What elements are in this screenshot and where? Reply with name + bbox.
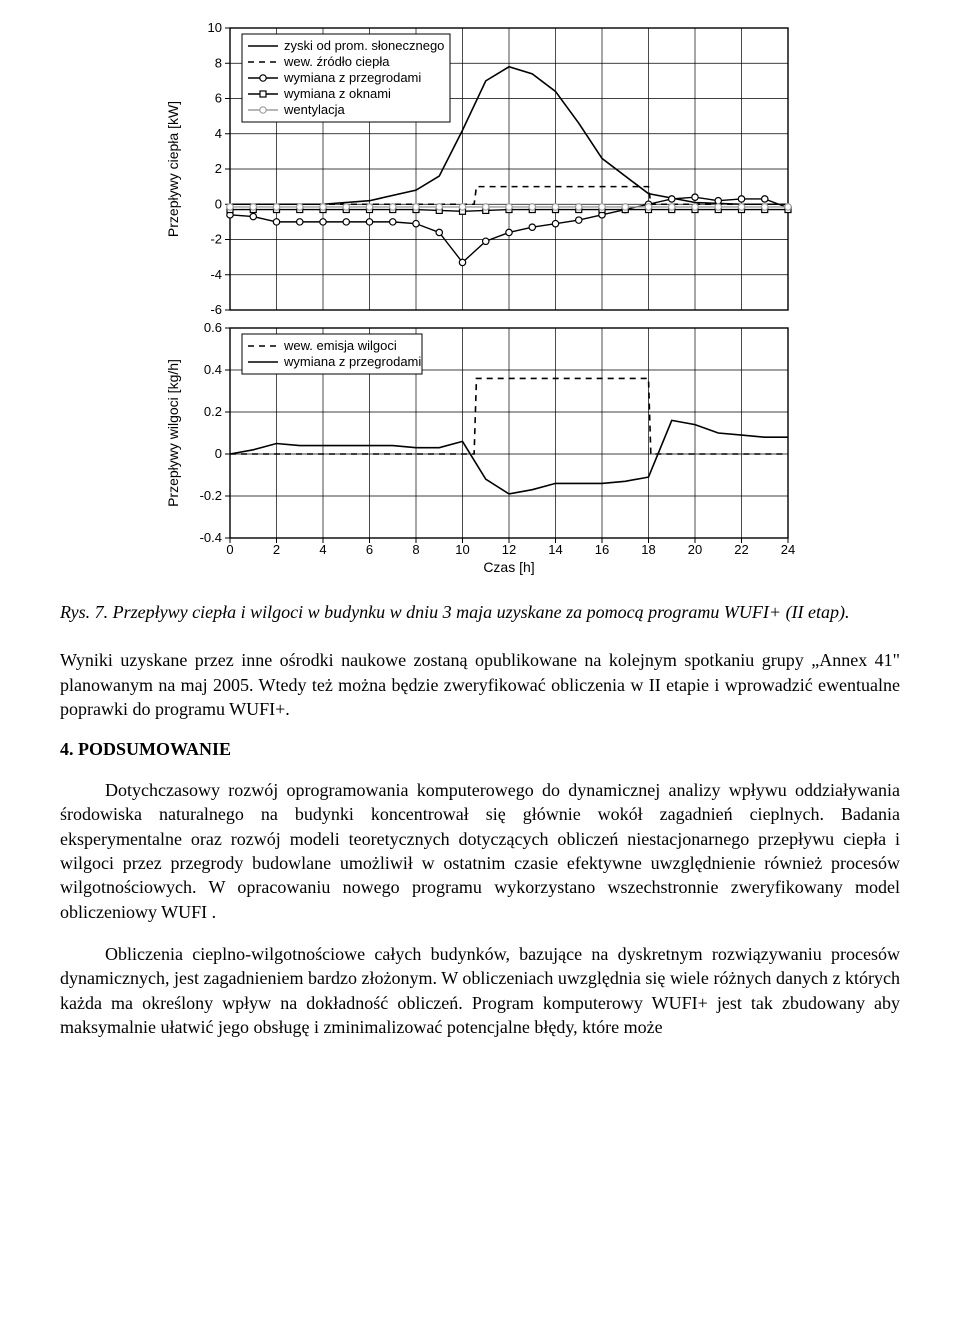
charts-container: -6-4-20246810Przepływy ciepła [kW]zyski …: [160, 20, 800, 580]
svg-text:wymiana z przegrodami: wymiana z przegrodami: [283, 354, 421, 369]
svg-text:zyski od prom. słonecznego: zyski od prom. słonecznego: [284, 38, 444, 53]
svg-text:18: 18: [641, 542, 655, 557]
svg-text:24: 24: [781, 542, 795, 557]
chart-top: -6 -4 -2 0 2 4 6 8 10 Przepływy ciepła [kW] zyski …: [160, 20, 800, 320]
svg-text:14: 14: [548, 542, 562, 557]
svg-text:-4: -4: [210, 267, 222, 282]
svg-text:0.2: 0.2: [204, 404, 222, 419]
svg-text:wew. emisja wilgoci: wew. emisja wilgoci: [283, 338, 397, 353]
svg-text:2: 2: [215, 161, 222, 176]
svg-text:0: 0: [226, 542, 233, 557]
svg-text:wymiana z oknami: wymiana z oknami: [283, 86, 391, 101]
svg-text:-6: -6: [210, 302, 222, 317]
svg-text:6: 6: [215, 91, 222, 106]
svg-text:12: 12: [502, 542, 516, 557]
svg-text:2: 2: [273, 542, 280, 557]
paragraph-2: Dotychczasowy rozwój oprogramowania komp…: [60, 778, 900, 924]
chart-bottom: 024681012141618202224-0.4-0.200.20.40.6P…: [160, 320, 800, 580]
svg-text:10: 10: [208, 20, 222, 35]
svg-text:Przepływy wilgoci [kg/h]: Przepływy wilgoci [kg/h]: [165, 359, 181, 507]
svg-text:wentylacja: wentylacja: [283, 102, 345, 117]
svg-text:8: 8: [412, 542, 419, 557]
svg-text:0: 0: [215, 196, 222, 211]
svg-text:-0.2: -0.2: [200, 488, 222, 503]
svg-text:wymiana z przegrodami: wymiana z przegrodami: [283, 70, 421, 85]
svg-text:4: 4: [215, 126, 222, 141]
svg-text:Przepływy ciepła [kW]: Przepływy ciepła [kW]: [165, 101, 181, 237]
caption-text: Przepływy ciepła i wilgoci w budynku w d…: [113, 602, 850, 622]
svg-text:0: 0: [215, 446, 222, 461]
svg-text:wew. źródło ciepła: wew. źródło ciepła: [283, 54, 390, 69]
svg-text:Czas [h]: Czas [h]: [483, 559, 534, 575]
paragraph-1: Wyniki uzyskane przez inne ośrodki nauko…: [60, 648, 900, 721]
svg-text:10: 10: [455, 542, 469, 557]
svg-text:6: 6: [366, 542, 373, 557]
svg-text:16: 16: [595, 542, 609, 557]
svg-text:0.4: 0.4: [204, 362, 222, 377]
caption-prefix: Rys. 7.: [60, 602, 113, 622]
svg-text:20: 20: [688, 542, 702, 557]
svg-text:0.6: 0.6: [204, 320, 222, 335]
svg-text:8: 8: [215, 55, 222, 70]
svg-text:-0.4: -0.4: [200, 530, 222, 545]
figure-caption: Rys. 7. Przepływy ciepła i wilgoci w bud…: [60, 600, 900, 624]
section-title: 4. PODSUMOWANIE: [60, 739, 900, 760]
svg-text:4: 4: [319, 542, 326, 557]
svg-text:-2: -2: [210, 232, 222, 247]
svg-text:22: 22: [734, 542, 748, 557]
paragraph-3: Obliczenia cieplno-wilgotnościowe całych…: [60, 942, 900, 1039]
